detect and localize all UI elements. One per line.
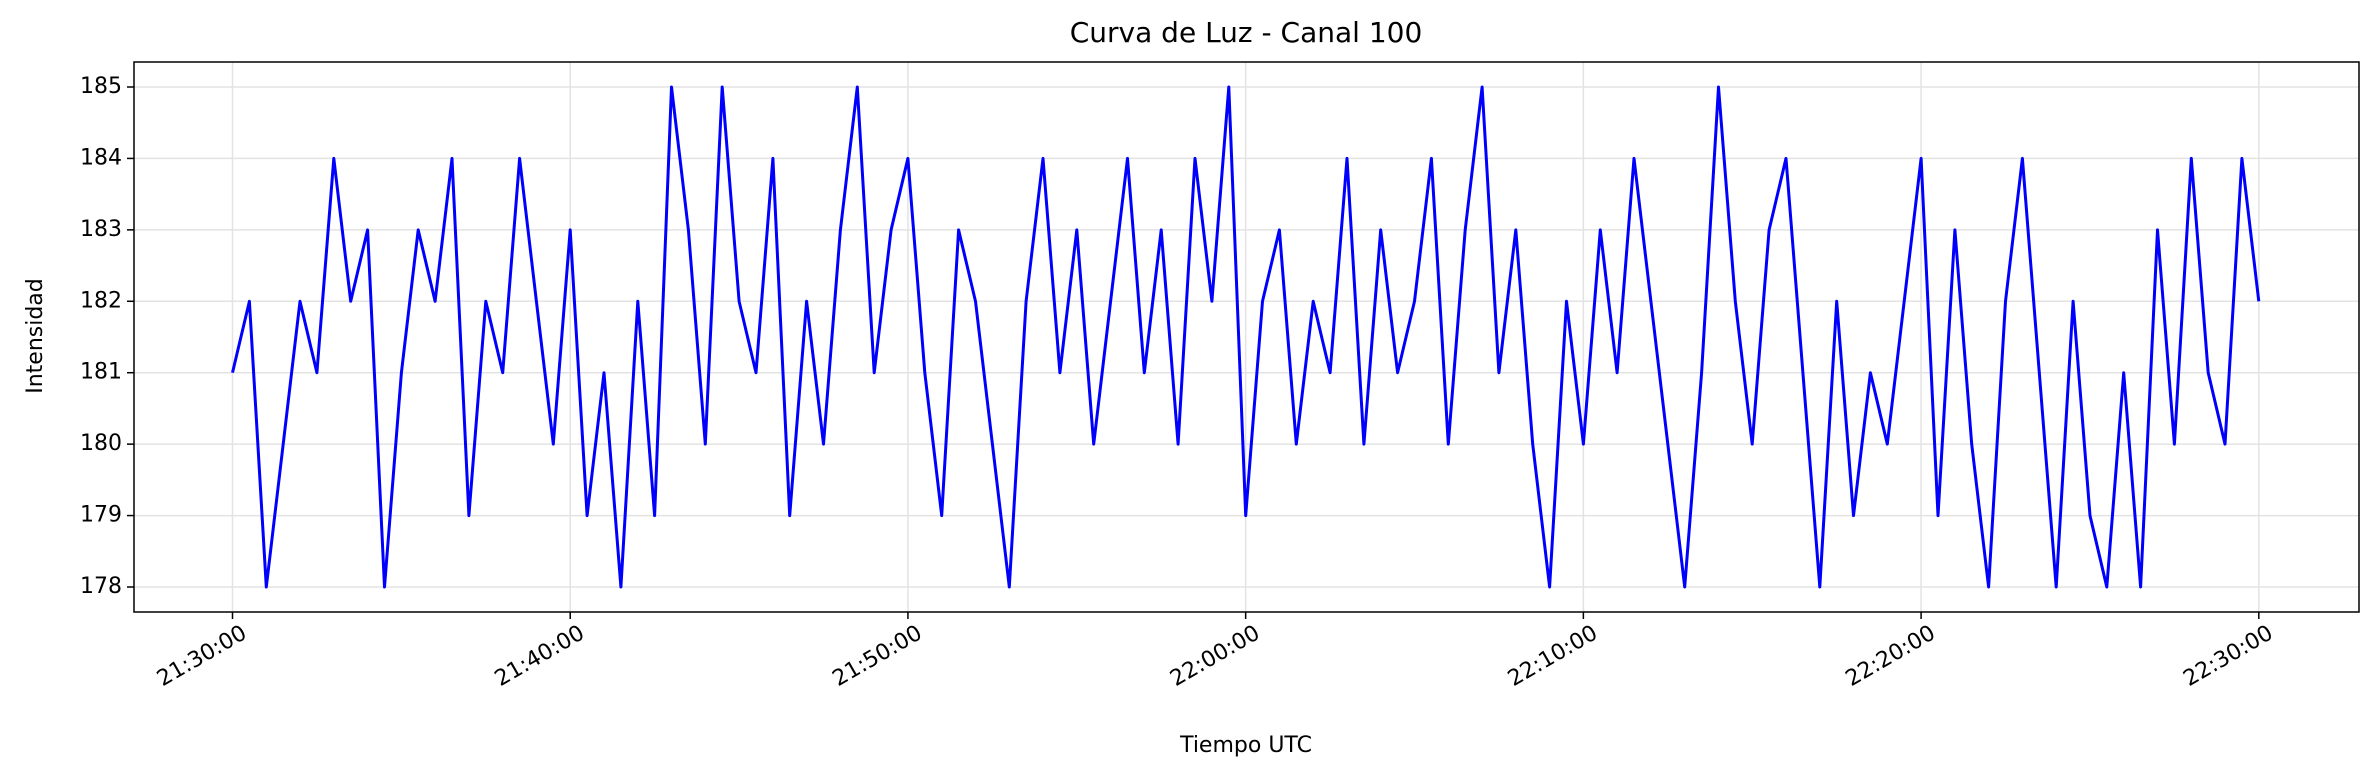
y-tick-label: 178 — [80, 574, 122, 599]
y-tick-label: 180 — [80, 431, 122, 456]
x-tick-label: 22:30:00 — [2179, 621, 2277, 692]
x-tick-label: 22:20:00 — [1842, 621, 1940, 692]
x-tick-label: 21:50:00 — [828, 621, 926, 692]
y-tick-label: 183 — [80, 217, 122, 242]
y-tick-label: 182 — [80, 288, 122, 313]
x-tick-label: 21:40:00 — [491, 621, 589, 692]
y-tick-label: 179 — [80, 503, 122, 528]
y-tick-label: 185 — [80, 74, 122, 99]
chart-title: Curva de Luz - Canal 100 — [1070, 16, 1423, 49]
data-line — [231, 85, 2261, 589]
x-tick-label: 22:10:00 — [1504, 621, 1602, 692]
x-axis-label: Tiempo UTC — [1179, 733, 1312, 758]
y-tick-label: 184 — [80, 145, 122, 170]
y-axis-label: Intensidad — [23, 278, 48, 394]
x-tick-label: 22:00:00 — [1166, 621, 1264, 692]
plot-frame — [133, 61, 2360, 613]
x-tick-label: 21:30:00 — [153, 621, 251, 692]
y-tick-label: 181 — [80, 360, 122, 385]
